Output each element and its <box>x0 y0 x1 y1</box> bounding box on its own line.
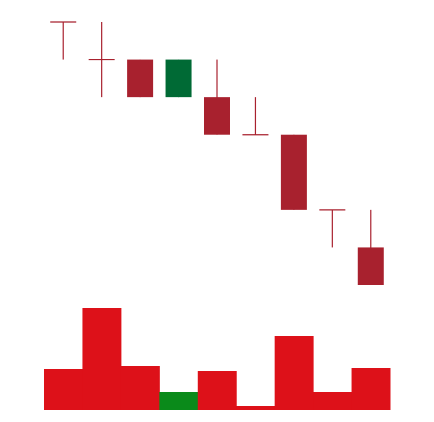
volume-bar <box>351 368 391 410</box>
volume-bar <box>236 406 276 410</box>
volume-bar <box>313 392 353 410</box>
volume-bar <box>197 371 237 410</box>
candle-body <box>127 59 154 98</box>
candle-body <box>204 97 230 135</box>
volume-bar <box>82 308 122 410</box>
volume-bar <box>44 369 83 410</box>
volume-bar <box>274 336 314 410</box>
candle-body <box>357 247 384 285</box>
volume-bar <box>120 366 160 410</box>
volume-bar <box>159 392 199 410</box>
candle-body <box>165 59 192 98</box>
candle-body <box>280 134 307 210</box>
